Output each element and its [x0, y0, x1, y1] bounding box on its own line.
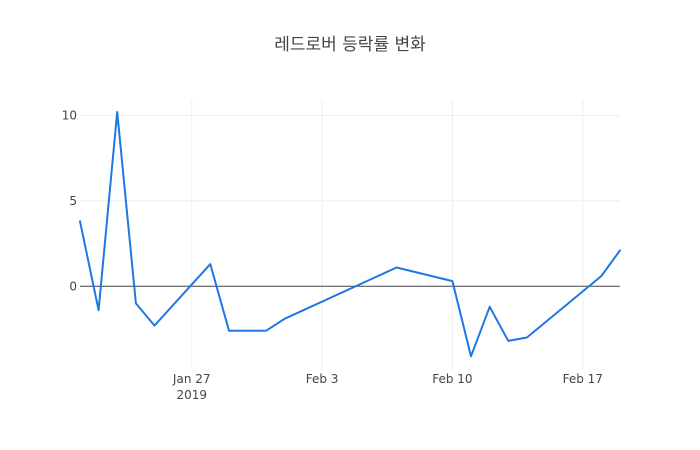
gridlines [80, 100, 620, 370]
data-point[interactable] [617, 247, 623, 253]
x-tick-label: Feb 17 [563, 372, 603, 386]
data-point[interactable] [505, 338, 511, 344]
data-point[interactable] [96, 307, 102, 313]
y-tick-label: 0 [69, 279, 77, 293]
chart-title: 레드로버 등락률 변화 [274, 35, 426, 55]
data-point[interactable] [207, 261, 213, 267]
x-tick-label: Feb 3 [306, 372, 339, 386]
series-line [79, 111, 621, 358]
data-point[interactable] [468, 353, 474, 359]
data-point[interactable] [394, 264, 400, 270]
x-tick-label: Feb 10 [432, 372, 472, 386]
data-point[interactable] [449, 278, 455, 284]
data-point[interactable] [598, 273, 604, 279]
data-point[interactable] [151, 323, 157, 329]
y-tick-label: 5 [69, 194, 77, 208]
data-point[interactable] [77, 218, 83, 224]
x-tick-sublabel: 2019 [176, 388, 207, 402]
data-point[interactable] [487, 304, 493, 310]
series-layer [77, 109, 623, 359]
axes: Jan 27 2019 Feb 3 Feb 10 Feb 17 10 5 0 [62, 108, 603, 402]
data-point[interactable] [263, 328, 269, 334]
y-tick-label: 10 [62, 108, 77, 122]
data-point[interactable] [226, 328, 232, 334]
data-point[interactable] [133, 300, 139, 306]
data-point[interactable] [524, 335, 530, 341]
data-point[interactable] [282, 316, 288, 322]
data-point[interactable] [114, 109, 120, 115]
x-tick-label: Jan 27 [172, 372, 211, 386]
